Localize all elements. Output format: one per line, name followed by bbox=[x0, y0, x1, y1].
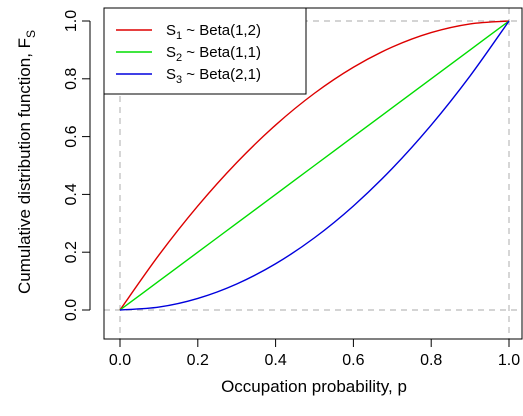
x-tick-label: 0.6 bbox=[342, 352, 364, 369]
legend-label-subscript: 3 bbox=[176, 74, 182, 86]
legend-box bbox=[103, 7, 307, 95]
x-tick-label: 0.2 bbox=[187, 352, 209, 369]
legend-label-2: S2 ~ Beta(1,1) bbox=[166, 44, 261, 64]
legend-label-symbol: S bbox=[166, 44, 176, 61]
x-tick-label: 0.8 bbox=[420, 352, 442, 369]
y-tick-label: 0.2 bbox=[63, 241, 80, 263]
y-ticks: 0.0 0.2 0.4 0.6 0.8 1.0 bbox=[63, 10, 90, 321]
series-lines bbox=[119, 20, 510, 311]
y-axis-title-main: Cumulative distribution function, F bbox=[15, 38, 34, 294]
x-ticks: 0.0 0.2 0.4 0.6 0.8 1.0 bbox=[109, 339, 520, 369]
series-line-2 bbox=[119, 20, 510, 311]
legend-label-3: S3 ~ Beta(2,1) bbox=[166, 66, 261, 86]
series-line-1 bbox=[119, 20, 510, 311]
x-tick-label: 1.0 bbox=[498, 352, 520, 369]
legend-label-1: S1 ~ Beta(1,2) bbox=[166, 22, 261, 42]
x-tick-label: 0.4 bbox=[264, 352, 286, 369]
legend: S1 ~ Beta(1,2)S2 ~ Beta(1,1)S3 ~ Beta(2,… bbox=[103, 7, 307, 95]
plot-box bbox=[103, 7, 523, 340]
y-axis-title-subscript: S bbox=[24, 30, 38, 38]
x-tick-label: 0.0 bbox=[109, 352, 131, 369]
y-tick-label: 0.0 bbox=[63, 299, 80, 321]
legend-label-distribution: ~ Beta(1,2) bbox=[182, 22, 261, 39]
legend-label-distribution: ~ Beta(2,1) bbox=[182, 66, 261, 83]
legend-label-subscript: 1 bbox=[176, 30, 182, 42]
y-tick-label: 0.6 bbox=[63, 125, 80, 147]
legend-label-symbol: S bbox=[166, 66, 176, 83]
legend-label-symbol: S bbox=[166, 22, 176, 39]
legend-label-subscript: 2 bbox=[176, 52, 182, 64]
x-axis-title: Occupation probability, p bbox=[221, 377, 407, 396]
legend-label-distribution: ~ Beta(1,1) bbox=[182, 44, 261, 61]
series-line-3 bbox=[119, 20, 510, 311]
y-tick-label: 0.8 bbox=[63, 68, 80, 90]
y-tick-label: 0.4 bbox=[63, 183, 80, 205]
y-axis-title: Cumulative distribution function, FS bbox=[15, 30, 38, 294]
y-tick-label: 1.0 bbox=[63, 10, 80, 32]
